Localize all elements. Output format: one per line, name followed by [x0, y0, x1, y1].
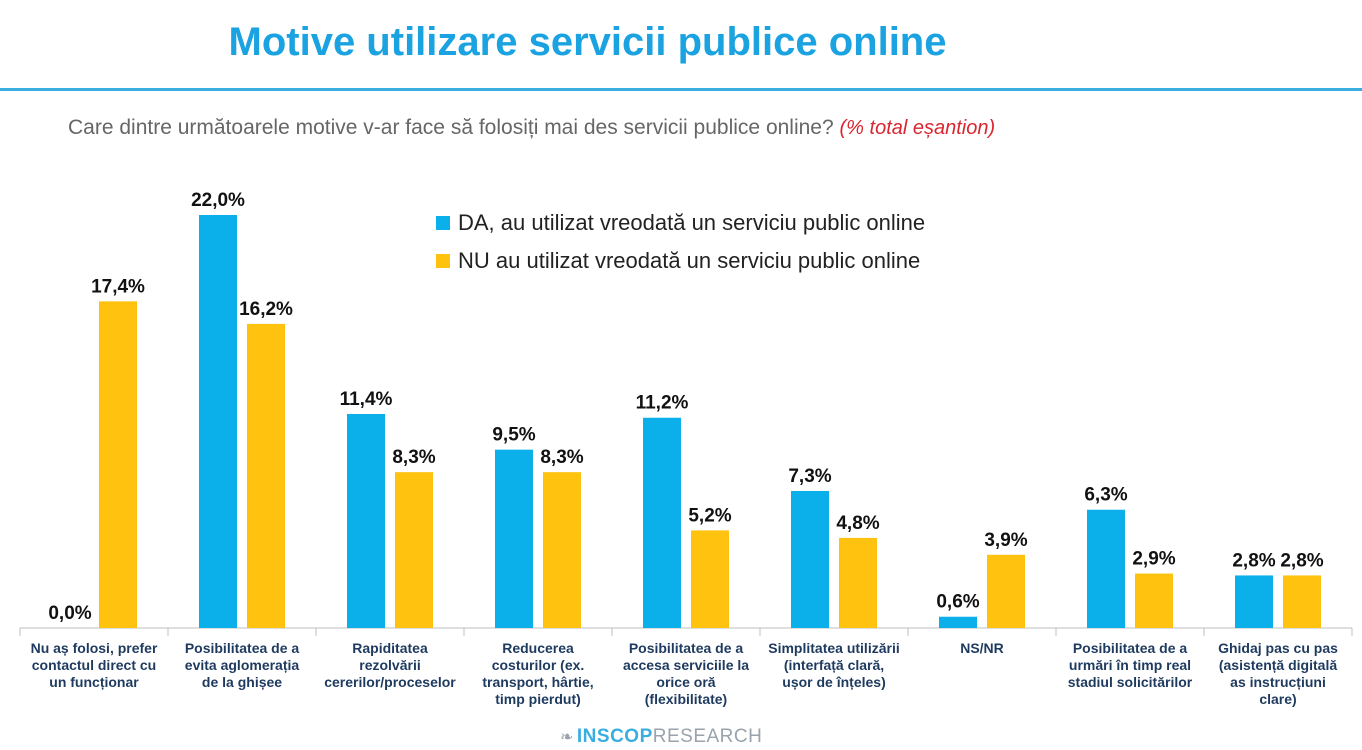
data-label-da: 7,3%: [788, 466, 831, 487]
bar-nu: [987, 554, 1025, 628]
legend-item-nu: NU au utilizat vreodată un serviciu publ…: [436, 242, 925, 280]
question-text: Care dintre următoarele motive v-ar face…: [68, 116, 834, 139]
category-label: costurilor (ex.: [492, 657, 585, 673]
bar-nu: [99, 301, 137, 628]
bar-nu: [247, 323, 285, 628]
footer-logo: ❧ INSCOPRESEARCH: [560, 726, 762, 748]
category-label: Nu aș folosi, prefer: [31, 640, 158, 656]
bar-da: [939, 616, 977, 628]
category-label: NS/NR: [960, 640, 1004, 656]
bar-nu: [1283, 575, 1321, 628]
category-label: cererilor/proceselor: [324, 674, 456, 690]
bar-nu: [395, 472, 433, 628]
data-label-da: 11,4%: [340, 389, 393, 410]
category-label: (asistență digitală: [1219, 657, 1337, 673]
category-label: orice oră: [656, 674, 715, 690]
category-label: Posibilitatea de a: [1073, 640, 1188, 656]
category-label: transport, hârtie,: [482, 674, 593, 690]
data-label-nu: 2,8%: [1280, 550, 1323, 571]
bar-nu: [1135, 573, 1173, 628]
data-label-nu: 17,4%: [91, 276, 145, 297]
data-label-nu: 8,3%: [392, 447, 435, 468]
data-label-nu: 5,2%: [688, 505, 731, 526]
data-label-da: 11,2%: [636, 393, 689, 414]
category-label: timp pierdut): [495, 691, 581, 707]
bar-nu: [691, 530, 729, 628]
data-label-da: 0,6%: [936, 592, 979, 613]
category-label: stadiul solicitărilor: [1068, 674, 1193, 690]
data-label-da: 0,0%: [48, 603, 91, 624]
bar-da: [199, 215, 237, 628]
data-label-nu: 16,2%: [239, 299, 293, 320]
data-label-nu: 8,3%: [540, 447, 583, 468]
bar-da: [1087, 509, 1125, 628]
legend-swatch-nu: [436, 254, 450, 268]
bar-da: [495, 449, 533, 628]
category-label: Reducerea: [502, 640, 574, 656]
category-label: Simplitatea utilizării: [768, 640, 899, 656]
category-label: clare): [1259, 691, 1296, 707]
legend-swatch-da: [436, 216, 450, 230]
data-label-nu: 4,8%: [836, 513, 879, 534]
question-note: (% total eșantion): [839, 117, 996, 139]
survey-question: Care dintre următoarele motive v-ar face…: [68, 116, 995, 140]
category-label: contactul direct cu: [32, 657, 156, 673]
category-label: (interfață clară,: [784, 657, 884, 673]
leaf-icon: ❧: [560, 729, 574, 746]
data-label-nu: 2,9%: [1132, 549, 1175, 570]
data-label-da: 2,8%: [1232, 550, 1275, 571]
page-title: Motive utilizare servicii publice online: [228, 20, 947, 64]
bar-da: [791, 490, 829, 628]
legend-item-da: DA, au utilizat vreodată un serviciu pub…: [436, 204, 925, 242]
category-label: accesa serviciile la: [623, 657, 749, 673]
category-label: ușor de înțeles): [782, 674, 885, 690]
bar-nu: [543, 472, 581, 628]
category-label: rezolvării: [359, 657, 420, 673]
data-label-da: 6,3%: [1084, 485, 1127, 506]
category-label: Rapiditatea: [352, 640, 428, 656]
category-label: de la ghișee: [202, 674, 282, 690]
chart-legend: DA, au utilizat vreodată un serviciu pub…: [436, 204, 925, 280]
footer-brand: INSCOP: [576, 726, 653, 747]
category-label: Posibilitatea de a: [629, 640, 744, 656]
legend-label-da: DA, au utilizat vreodată un serviciu pub…: [458, 210, 926, 235]
category-label: Ghidaj pas cu pas: [1218, 640, 1338, 656]
category-label: Posibilitatea de a: [185, 640, 300, 656]
data-label-da: 22,0%: [191, 190, 245, 211]
category-label: urmări în timp real: [1069, 657, 1191, 673]
category-label: as instrucțiuni: [1230, 674, 1326, 690]
bar-nu: [839, 537, 877, 628]
bar-da: [1235, 575, 1273, 628]
category-label: (flexibilitate): [645, 691, 727, 707]
bar-da: [347, 413, 385, 628]
title-divider: [0, 88, 1362, 91]
category-label: un funcționar: [49, 674, 139, 690]
legend-label-nu: NU au utilizat vreodată un serviciu publ…: [458, 248, 921, 273]
category-label: evita aglomerația: [185, 657, 300, 673]
data-label-nu: 3,9%: [984, 530, 1027, 551]
data-label-da: 9,5%: [492, 425, 535, 446]
bar-da: [643, 417, 681, 628]
footer-brand-suffix: RESEARCH: [652, 726, 763, 747]
